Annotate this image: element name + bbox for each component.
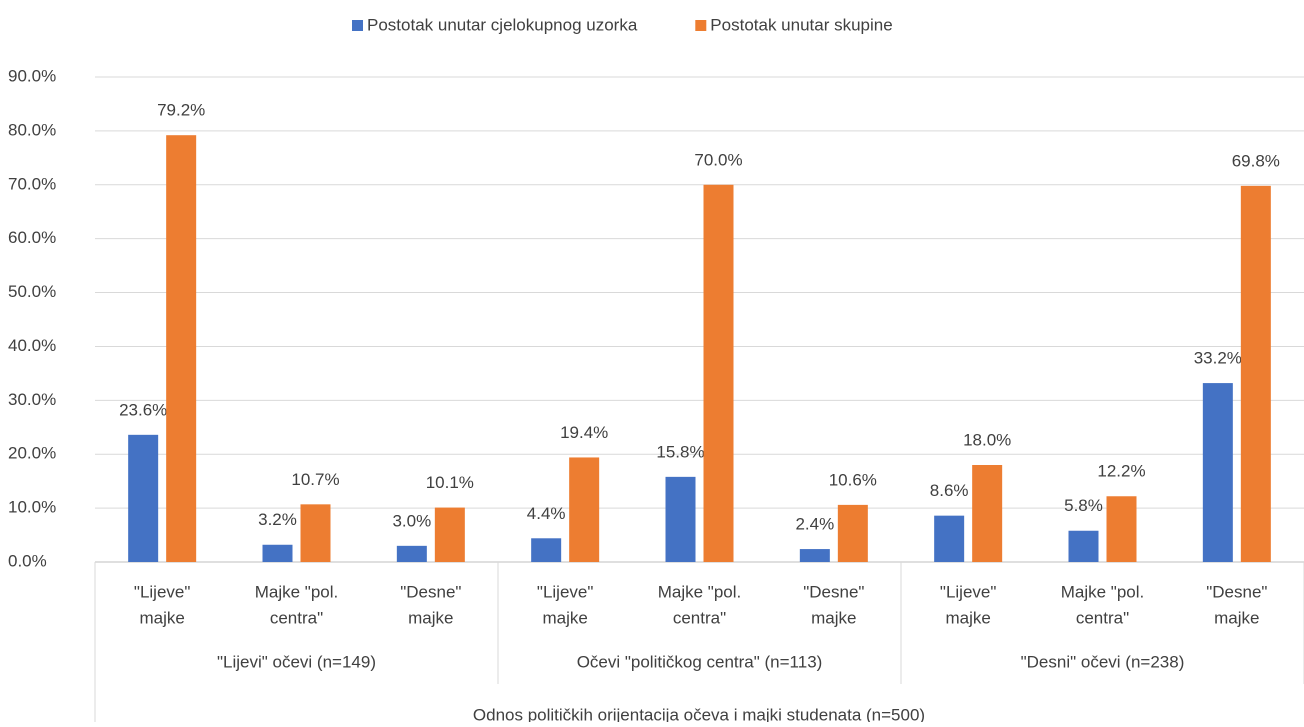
legend-swatch (352, 20, 363, 31)
legend-label: Postotak unutar cjelokupnog uzorka (367, 15, 638, 34)
y-tick-label: 60.0% (8, 228, 56, 247)
y-tick-label: 90.0% (8, 66, 56, 85)
x-tick-label: majke (139, 608, 184, 627)
x-tick-label: majke (1214, 608, 1259, 627)
value-label: 23.6% (119, 400, 167, 419)
x-tick-label: majke (811, 608, 856, 627)
value-label: 15.8% (656, 442, 704, 461)
x-tick-label: "Lijeve" (134, 582, 191, 601)
value-label: 69.8% (1232, 151, 1280, 170)
x-tick-label: "Lijeve" (940, 582, 997, 601)
bar (972, 465, 1003, 562)
x-tick-label: "Desne" (400, 582, 461, 601)
x-tick-label: centra" (1076, 608, 1129, 627)
x-tick-label: "Lijeve" (537, 582, 594, 601)
x-axis-title: Odnos političkih orijentacija očeva i ma… (473, 705, 925, 722)
value-label: 70.0% (694, 150, 742, 169)
legend-label: Postotak unutar skupine (710, 15, 892, 34)
value-label: 2.4% (795, 515, 834, 534)
value-label: 10.6% (829, 470, 877, 489)
value-label: 18.0% (963, 430, 1011, 449)
bar (569, 457, 600, 562)
x-tick-label: "Desne" (1206, 582, 1267, 601)
bar (531, 538, 562, 562)
value-label: 5.8% (1064, 496, 1103, 515)
bar (128, 434, 159, 562)
value-label: 10.1% (426, 473, 474, 492)
x-tick-label: majke (408, 608, 453, 627)
x-tick-label: centra" (270, 608, 323, 627)
bar (166, 135, 197, 562)
bar (1068, 530, 1099, 562)
y-tick-label: 50.0% (8, 282, 56, 301)
bar (1202, 383, 1233, 562)
y-tick-label: 20.0% (8, 444, 56, 463)
x-tick-label: majke (945, 608, 990, 627)
x-group-label: Očevi "političkog centra" (n=113) (577, 652, 823, 671)
y-tick-label: 30.0% (8, 390, 56, 409)
bar (703, 184, 734, 562)
value-label: 4.4% (527, 504, 566, 523)
value-label: 33.2% (1194, 349, 1242, 368)
y-tick-label: 0.0% (8, 551, 47, 570)
x-tick-label: Majke "pol. (255, 582, 339, 601)
value-label: 19.4% (560, 423, 608, 442)
x-tick-label: "Desne" (803, 582, 864, 601)
x-tick-label: majke (542, 608, 587, 627)
value-label: 3.0% (392, 511, 431, 530)
bar (934, 515, 965, 562)
value-label: 12.2% (1097, 462, 1145, 481)
y-tick-label: 80.0% (8, 120, 56, 139)
value-label: 8.6% (930, 481, 969, 500)
bar (434, 507, 465, 562)
x-tick-label: Majke "pol. (1061, 582, 1145, 601)
value-label: 10.7% (291, 470, 339, 489)
y-tick-label: 70.0% (8, 174, 56, 193)
value-label: 3.2% (258, 510, 297, 529)
x-group-label: "Lijevi" očevi (n=149) (217, 652, 376, 671)
legend-swatch (695, 20, 707, 31)
bar (1240, 185, 1271, 562)
bar (396, 545, 427, 562)
x-tick-label: Majke "pol. (658, 582, 742, 601)
bar (837, 504, 868, 562)
y-tick-label: 10.0% (8, 498, 56, 517)
bar (262, 544, 293, 562)
bar (799, 549, 830, 562)
bar (300, 504, 331, 562)
value-label: 79.2% (157, 101, 205, 120)
x-tick-label: centra" (673, 608, 726, 627)
bar (1106, 496, 1137, 562)
y-tick-label: 40.0% (8, 336, 56, 355)
x-group-label: "Desni" očevi (n=238) (1021, 652, 1185, 671)
bar (665, 476, 696, 562)
